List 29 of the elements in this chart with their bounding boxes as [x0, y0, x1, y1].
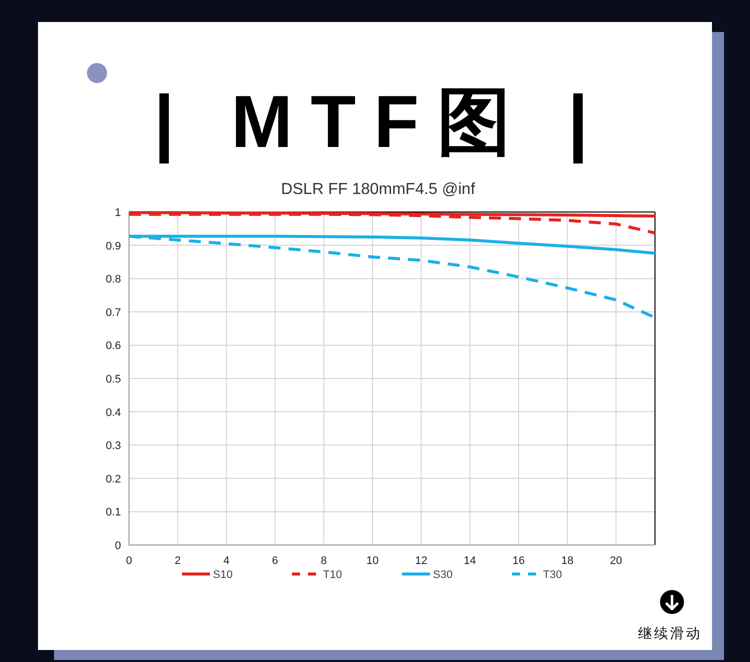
chart-subtitle: DSLR FF 180mmF4.5 @inf — [280, 181, 476, 198]
x-tick-label: 18 — [561, 555, 574, 567]
y-tick-label: 0.2 — [106, 473, 121, 486]
chart-title: | MTF图 | — [154, 80, 606, 164]
y-tick-label: 0.6 — [106, 340, 121, 352]
text: 继续滑动 — [638, 625, 702, 641]
x-tick-label: 8 — [320, 555, 327, 567]
x-tick-label: 14 — [464, 555, 476, 567]
y-tick-label: 0.4 — [106, 406, 121, 419]
y-tick-label: 0.7 — [106, 306, 121, 319]
y-tick-label: 0.8 — [106, 274, 121, 286]
legend-label: T10 — [323, 569, 342, 581]
y-tick-label: 0.1 — [106, 506, 121, 519]
x-tick-label: 2 — [174, 555, 181, 567]
x-tick-label: 6 — [272, 555, 278, 567]
x-tick-label: 12 — [415, 555, 428, 567]
x-tick-label: 20 — [610, 555, 622, 567]
x-tick-label: 10 — [366, 555, 379, 567]
x-tick-label: 16 — [512, 555, 525, 567]
legend-label: S10 — [213, 569, 233, 581]
y-tick-label: 0.5 — [106, 374, 121, 386]
x-tick-label: 4 — [223, 555, 230, 567]
legend-label: S30 — [433, 569, 453, 581]
y-tick-label: 0 — [114, 540, 121, 552]
legend-label: T30 — [543, 569, 562, 581]
x-tick-label: 0 — [126, 555, 132, 567]
y-tick-label: 1 — [114, 207, 121, 219]
y-tick-label: 0.9 — [106, 240, 121, 252]
y-tick-label: 0.3 — [106, 440, 121, 452]
